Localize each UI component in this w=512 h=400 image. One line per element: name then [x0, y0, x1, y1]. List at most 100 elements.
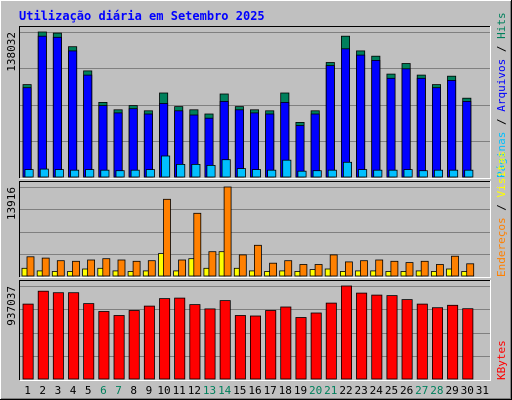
bar-arquivos-day-4: [68, 50, 78, 178]
bar-kbytes-day-23: [356, 292, 368, 380]
legend-separator: /: [495, 198, 508, 218]
bar-endere-os-day-24: [375, 259, 384, 277]
bar-arquivos-day-25: [386, 77, 396, 178]
x-label-day-10: 10: [157, 384, 170, 397]
bar-kbytes-day-9: [143, 305, 155, 380]
bar-endere-os-day-16: [253, 244, 262, 277]
bar-p-ginas-day-27: [418, 170, 428, 178]
x-label-day-28: 28: [430, 384, 443, 397]
x-label-day-19: 19: [294, 384, 307, 397]
bar-arquivos-day-2: [37, 35, 47, 178]
bar-kbytes-day-1: [22, 303, 34, 380]
legend-kbytes: KBytes: [495, 340, 508, 380]
x-label-day-20: 20: [309, 384, 322, 397]
legend-arquivos: Arquivos: [495, 59, 508, 112]
bar-arquivos-day-28: [431, 87, 441, 178]
bar-arquivos-day-1: [22, 87, 32, 178]
bar-p-ginas-day-12: [191, 163, 201, 178]
x-label-day-8: 8: [130, 384, 137, 397]
bar-arquivos-day-24: [371, 60, 381, 178]
bar-kbytes-day-16: [249, 315, 261, 380]
bar-arquivos-day-15: [234, 109, 244, 178]
legend-separator: /: [495, 112, 508, 132]
bar-arquivos-day-8: [128, 108, 138, 178]
bar-endere-os-day-5: [87, 259, 95, 277]
bar-kbytes-day-26: [401, 299, 413, 380]
bar-kbytes-day-15: [234, 315, 246, 380]
x-label-day-24: 24: [370, 384, 384, 397]
bar-p-ginas-day-8: [130, 169, 140, 178]
bar-kbytes-day-5: [83, 303, 95, 380]
bar-endere-os-day-22: [344, 261, 353, 277]
x-label-day-15: 15: [233, 384, 246, 397]
x-label-day-17: 17: [264, 384, 277, 397]
x-label-day-18: 18: [279, 384, 292, 397]
bar-endere-os-day-4: [72, 260, 80, 277]
bar-kbytes-day-13: [204, 308, 216, 380]
bar-kbytes-day-17: [265, 310, 277, 380]
x-label-day-9: 9: [146, 384, 153, 397]
bar-arquivos-day-6: [98, 105, 108, 178]
x-label-day-14: 14: [218, 384, 232, 397]
panel-max-label: 13916: [5, 187, 18, 220]
bar-endere-os-day-12: [193, 212, 202, 277]
bar-p-ginas-day-28: [433, 169, 443, 178]
legend-group-top: Páginas / Arquivos / Hits: [495, 12, 508, 178]
bar-arquivos-day-5: [83, 74, 93, 178]
bar-endere-os-day-18: [284, 260, 293, 277]
bar-p-ginas-day-16: [251, 169, 261, 178]
bar-p-ginas-day-10: [161, 155, 171, 178]
x-label-day-26: 26: [400, 384, 413, 397]
x-axis-day-labels: 1 2 3 4 5 6 7 8 9 10 11 12 13 14 15 16 17 18 19 20 21 22 23 24 2…: [24, 384, 489, 397]
bar-arquivos-day-17: [265, 113, 275, 178]
legend-visitas: Visitas: [495, 151, 508, 197]
x-label-day-25: 25: [385, 384, 398, 397]
bar-p-ginas-day-14: [221, 159, 231, 178]
bar-kbytes-day-3: [52, 292, 64, 380]
chart-title: Utilização diária em Setembro 2025: [19, 9, 265, 23]
x-label-day-4: 4: [70, 384, 77, 397]
bar-p-ginas-day-3: [54, 169, 64, 178]
bar-kbytes-day-12: [189, 304, 201, 380]
bar-kbytes-day-11: [174, 297, 186, 380]
legend-hits: Hits: [495, 12, 508, 39]
bar-kbytes-day-14: [219, 300, 231, 380]
bar-kbytes-day-6: [98, 311, 110, 380]
bar-arquivos-day-20: [310, 113, 320, 178]
bar-p-ginas-day-18: [282, 159, 292, 178]
bar-endere-os-day-8: [132, 260, 141, 277]
bar-kbytes-day-8: [128, 310, 140, 380]
bar-endere-os-day-1: [26, 256, 35, 277]
x-label-day-16: 16: [248, 384, 261, 397]
bar-arquivos-day-19: [295, 125, 305, 178]
bar-p-ginas-day-23: [358, 169, 368, 178]
bar-kbytes-day-24: [371, 294, 383, 380]
bar-arquivos-day-7: [113, 112, 123, 178]
bar-kbytes-day-29: [447, 304, 459, 380]
bar-kbytes-day-30: [462, 308, 474, 380]
x-label-day-12: 12: [188, 384, 201, 397]
bar-p-ginas-day-22: [342, 161, 352, 178]
panel-middle: 13916: [5, 181, 491, 278]
bar-arquivos-day-26: [401, 68, 411, 178]
bar-p-ginas-day-1: [24, 169, 34, 178]
x-label-day-21: 21: [324, 384, 337, 397]
legend-group-middle: Endereços / Visitas: [495, 151, 508, 277]
legend-separator: /: [495, 39, 508, 59]
bar-endere-os-day-30: [466, 263, 475, 277]
panel-max-label: 138032: [5, 32, 18, 72]
bar-p-ginas-day-30: [464, 169, 474, 178]
bar-kbytes-day-25: [386, 295, 398, 380]
x-label-day-31: 31: [476, 384, 489, 397]
x-label-day-5: 5: [85, 384, 92, 397]
bar-kbytes-day-7: [113, 315, 125, 380]
bar-endere-os-day-14: [223, 186, 232, 277]
bar-p-ginas-day-6: [100, 169, 110, 178]
bar-arquivos-day-23: [356, 54, 366, 178]
bar-p-ginas-day-24: [373, 169, 383, 178]
bar-arquivos-day-22: [340, 48, 350, 178]
legend-p-ginas: Páginas: [495, 132, 508, 178]
bar-arquivos-day-29: [447, 80, 457, 178]
x-label-day-22: 22: [339, 384, 352, 397]
